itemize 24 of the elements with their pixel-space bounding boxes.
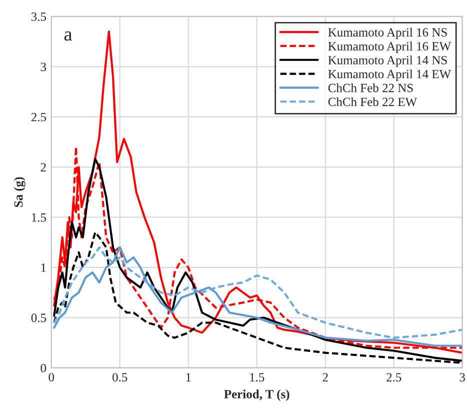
y-tick-label: 1	[41, 264, 46, 272]
x-tick-label: 0	[48, 373, 54, 382]
x-tick-label: 2	[322, 373, 328, 382]
x-tick-label: 0.5	[112, 373, 128, 382]
y-tick-label: 0.5	[31, 314, 46, 322]
annotation: a	[64, 31, 72, 41]
y-tick-label: 2	[40, 163, 46, 172]
x-tick-label: 2.5	[386, 373, 402, 382]
x-tick-label: 3	[460, 373, 465, 382]
legend-label: Kumamoto April 16 EW	[328, 42, 452, 54]
legend-label: Kumamoto April 16 NS	[328, 28, 447, 40]
y-tick-label: 2.5	[31, 112, 46, 122]
legend-label: ChCh Feb 22 NS	[328, 83, 413, 92]
x-tick-label: 1	[186, 373, 191, 382]
y-axis-title: Sa (g)	[14, 177, 26, 207]
x-axis-title: Period, T (s)	[224, 390, 290, 401]
x-tick-label: 1.5	[250, 373, 264, 382]
legend-label: Kumamoto April 14 EW	[328, 70, 452, 81]
y-tick-label: 3.5	[31, 12, 46, 21]
legend-label: Kumamoto April 14 NS	[328, 56, 447, 67]
y-tick-label: 1.5	[32, 213, 46, 222]
legend-label: ChCh Feb 22 EW	[328, 97, 418, 106]
y-tick-label: 3	[40, 62, 46, 72]
y-tick-label: 0	[40, 364, 46, 372]
